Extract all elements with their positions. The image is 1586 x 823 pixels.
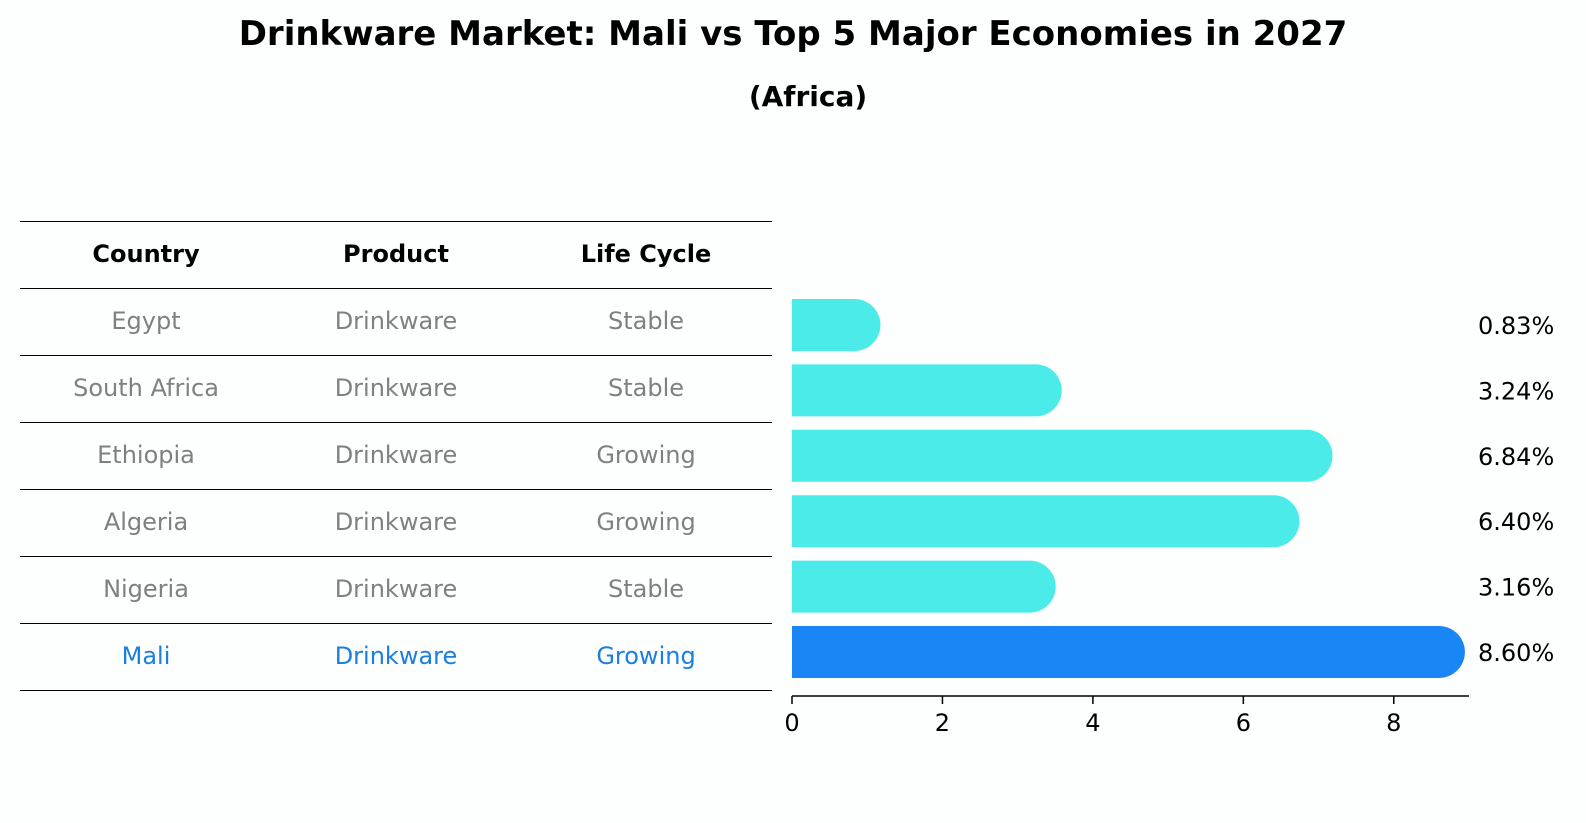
data-label: 0.83% [1478, 312, 1554, 340]
cell-life-cycle: Growing [596, 642, 696, 670]
x-tick-label: 2 [935, 709, 950, 737]
bar [792, 364, 1062, 417]
data-label: 8.60% [1478, 639, 1554, 667]
table-row: Algeria Drinkware Growing [20, 489, 772, 556]
chart-title: Drinkware Market: Mali vs Top 5 Major Ec… [238, 14, 1348, 54]
cell-life-cycle: Growing [596, 441, 696, 469]
bar [792, 495, 1300, 548]
bar-highlighted [792, 626, 1465, 678]
cell-product: Drinkware [334, 575, 458, 603]
cell-country: Egypt [111, 307, 181, 335]
data-label: 3.16% [1478, 574, 1554, 602]
table-row-highlighted: Mali Drinkware Growing [20, 623, 772, 691]
table-row: South Africa Drinkware Stable [20, 355, 772, 422]
cell-product: Drinkware [334, 441, 458, 469]
cell-product: Drinkware [334, 307, 458, 335]
data-label: 6.84% [1478, 443, 1554, 471]
bar [792, 429, 1333, 482]
data-label: 6.40% [1478, 508, 1554, 536]
data-label: 3.24% [1478, 377, 1554, 405]
x-tick-label: 4 [1085, 709, 1100, 737]
bar [792, 299, 881, 351]
cell-country: Nigeria [103, 575, 189, 603]
cell-life-cycle: Stable [607, 307, 685, 335]
x-tick-label: 0 [784, 709, 799, 737]
country-table: Country Product Life Cycle Egypt Drinkwa… [20, 221, 772, 691]
cell-country: South Africa [73, 374, 219, 402]
header-product: Product [343, 240, 449, 268]
header-country: Country [92, 240, 200, 268]
cell-product: Drinkware [334, 374, 458, 402]
cell-life-cycle: Stable [607, 575, 685, 603]
chart-subtitle: (Africa) [748, 80, 868, 113]
bar [792, 560, 1056, 613]
table-row: Nigeria Drinkware Stable [20, 556, 772, 623]
cell-product: Drinkware [334, 642, 458, 670]
cell-life-cycle: Stable [607, 374, 685, 402]
x-tick-label: 8 [1386, 709, 1401, 737]
cell-life-cycle: Growing [596, 508, 696, 536]
header-life-cycle: Life Cycle [580, 240, 712, 268]
cell-country: Ethiopia [97, 441, 195, 469]
cell-country: Algeria [103, 508, 189, 536]
cell-country: Mali [121, 642, 171, 670]
table-row: Ethiopia Drinkware Growing [20, 422, 772, 489]
table-row: Egypt Drinkware Stable [20, 288, 772, 355]
table-header-row: Country Product Life Cycle [20, 221, 772, 288]
cell-product: Drinkware [334, 508, 458, 536]
x-tick-label: 6 [1236, 709, 1251, 737]
